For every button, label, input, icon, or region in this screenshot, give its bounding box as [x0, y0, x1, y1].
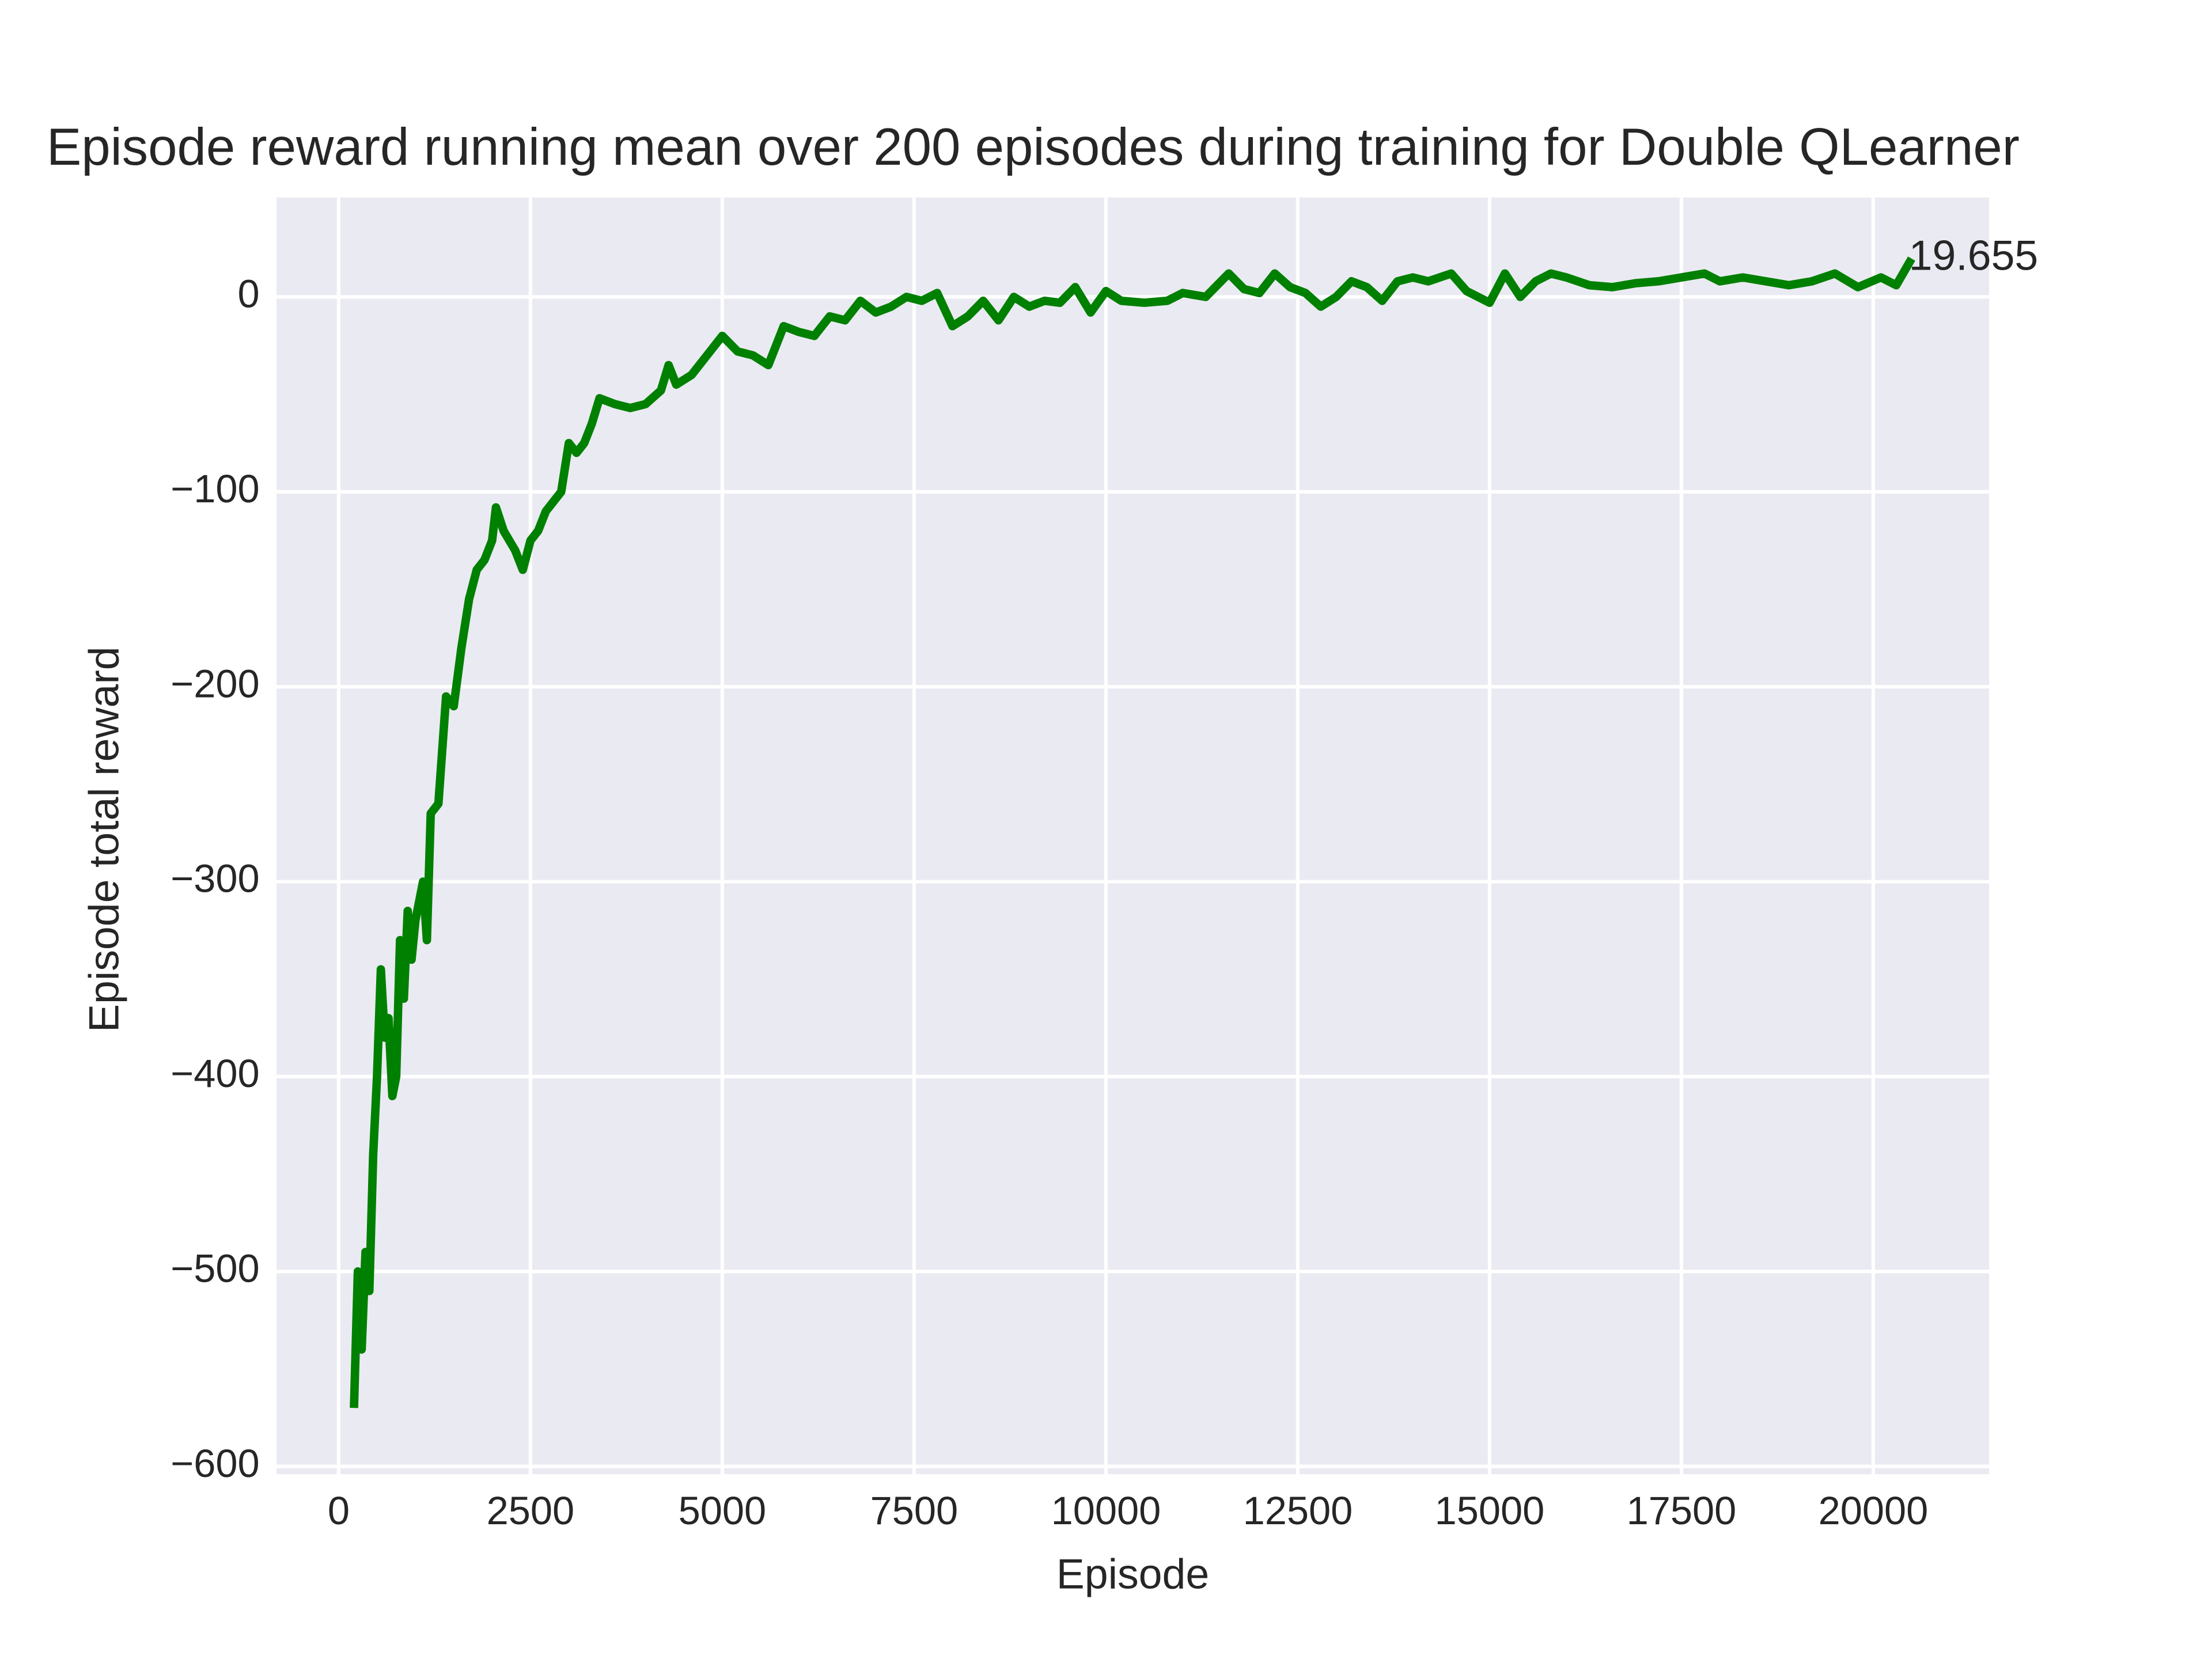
- annotation: 19.655: [1909, 231, 2039, 279]
- x-tick-label: 10000: [1051, 1488, 1161, 1533]
- y-tick-label: −100: [171, 467, 259, 511]
- plot-area: [276, 197, 1990, 1475]
- chart-title: Episode reward running mean over 200 epi…: [47, 118, 2020, 176]
- x-tick-label: 7500: [870, 1488, 959, 1533]
- x-tick-label: 20000: [1819, 1488, 1929, 1533]
- y-tick-label: −300: [171, 857, 259, 901]
- x-tick-label: 5000: [679, 1488, 767, 1533]
- y-tick-label: −500: [171, 1246, 259, 1290]
- x-tick-label: 0: [328, 1488, 350, 1533]
- x-tick-label: 2500: [487, 1488, 575, 1533]
- y-tick-label: −600: [171, 1441, 259, 1486]
- x-tick-label: 17500: [1627, 1488, 1737, 1533]
- y-tick-label: −400: [171, 1051, 259, 1096]
- line: [350, 256, 1915, 1408]
- y-tick-label: −200: [171, 661, 259, 706]
- x-tick-label: 12500: [1243, 1488, 1353, 1533]
- y-axis-label: Episode total reward: [80, 646, 128, 1032]
- y-tick-label: 0: [237, 272, 259, 316]
- x-tick-label: 15000: [1435, 1488, 1545, 1533]
- x-axis-label: Episode: [1056, 1550, 1209, 1597]
